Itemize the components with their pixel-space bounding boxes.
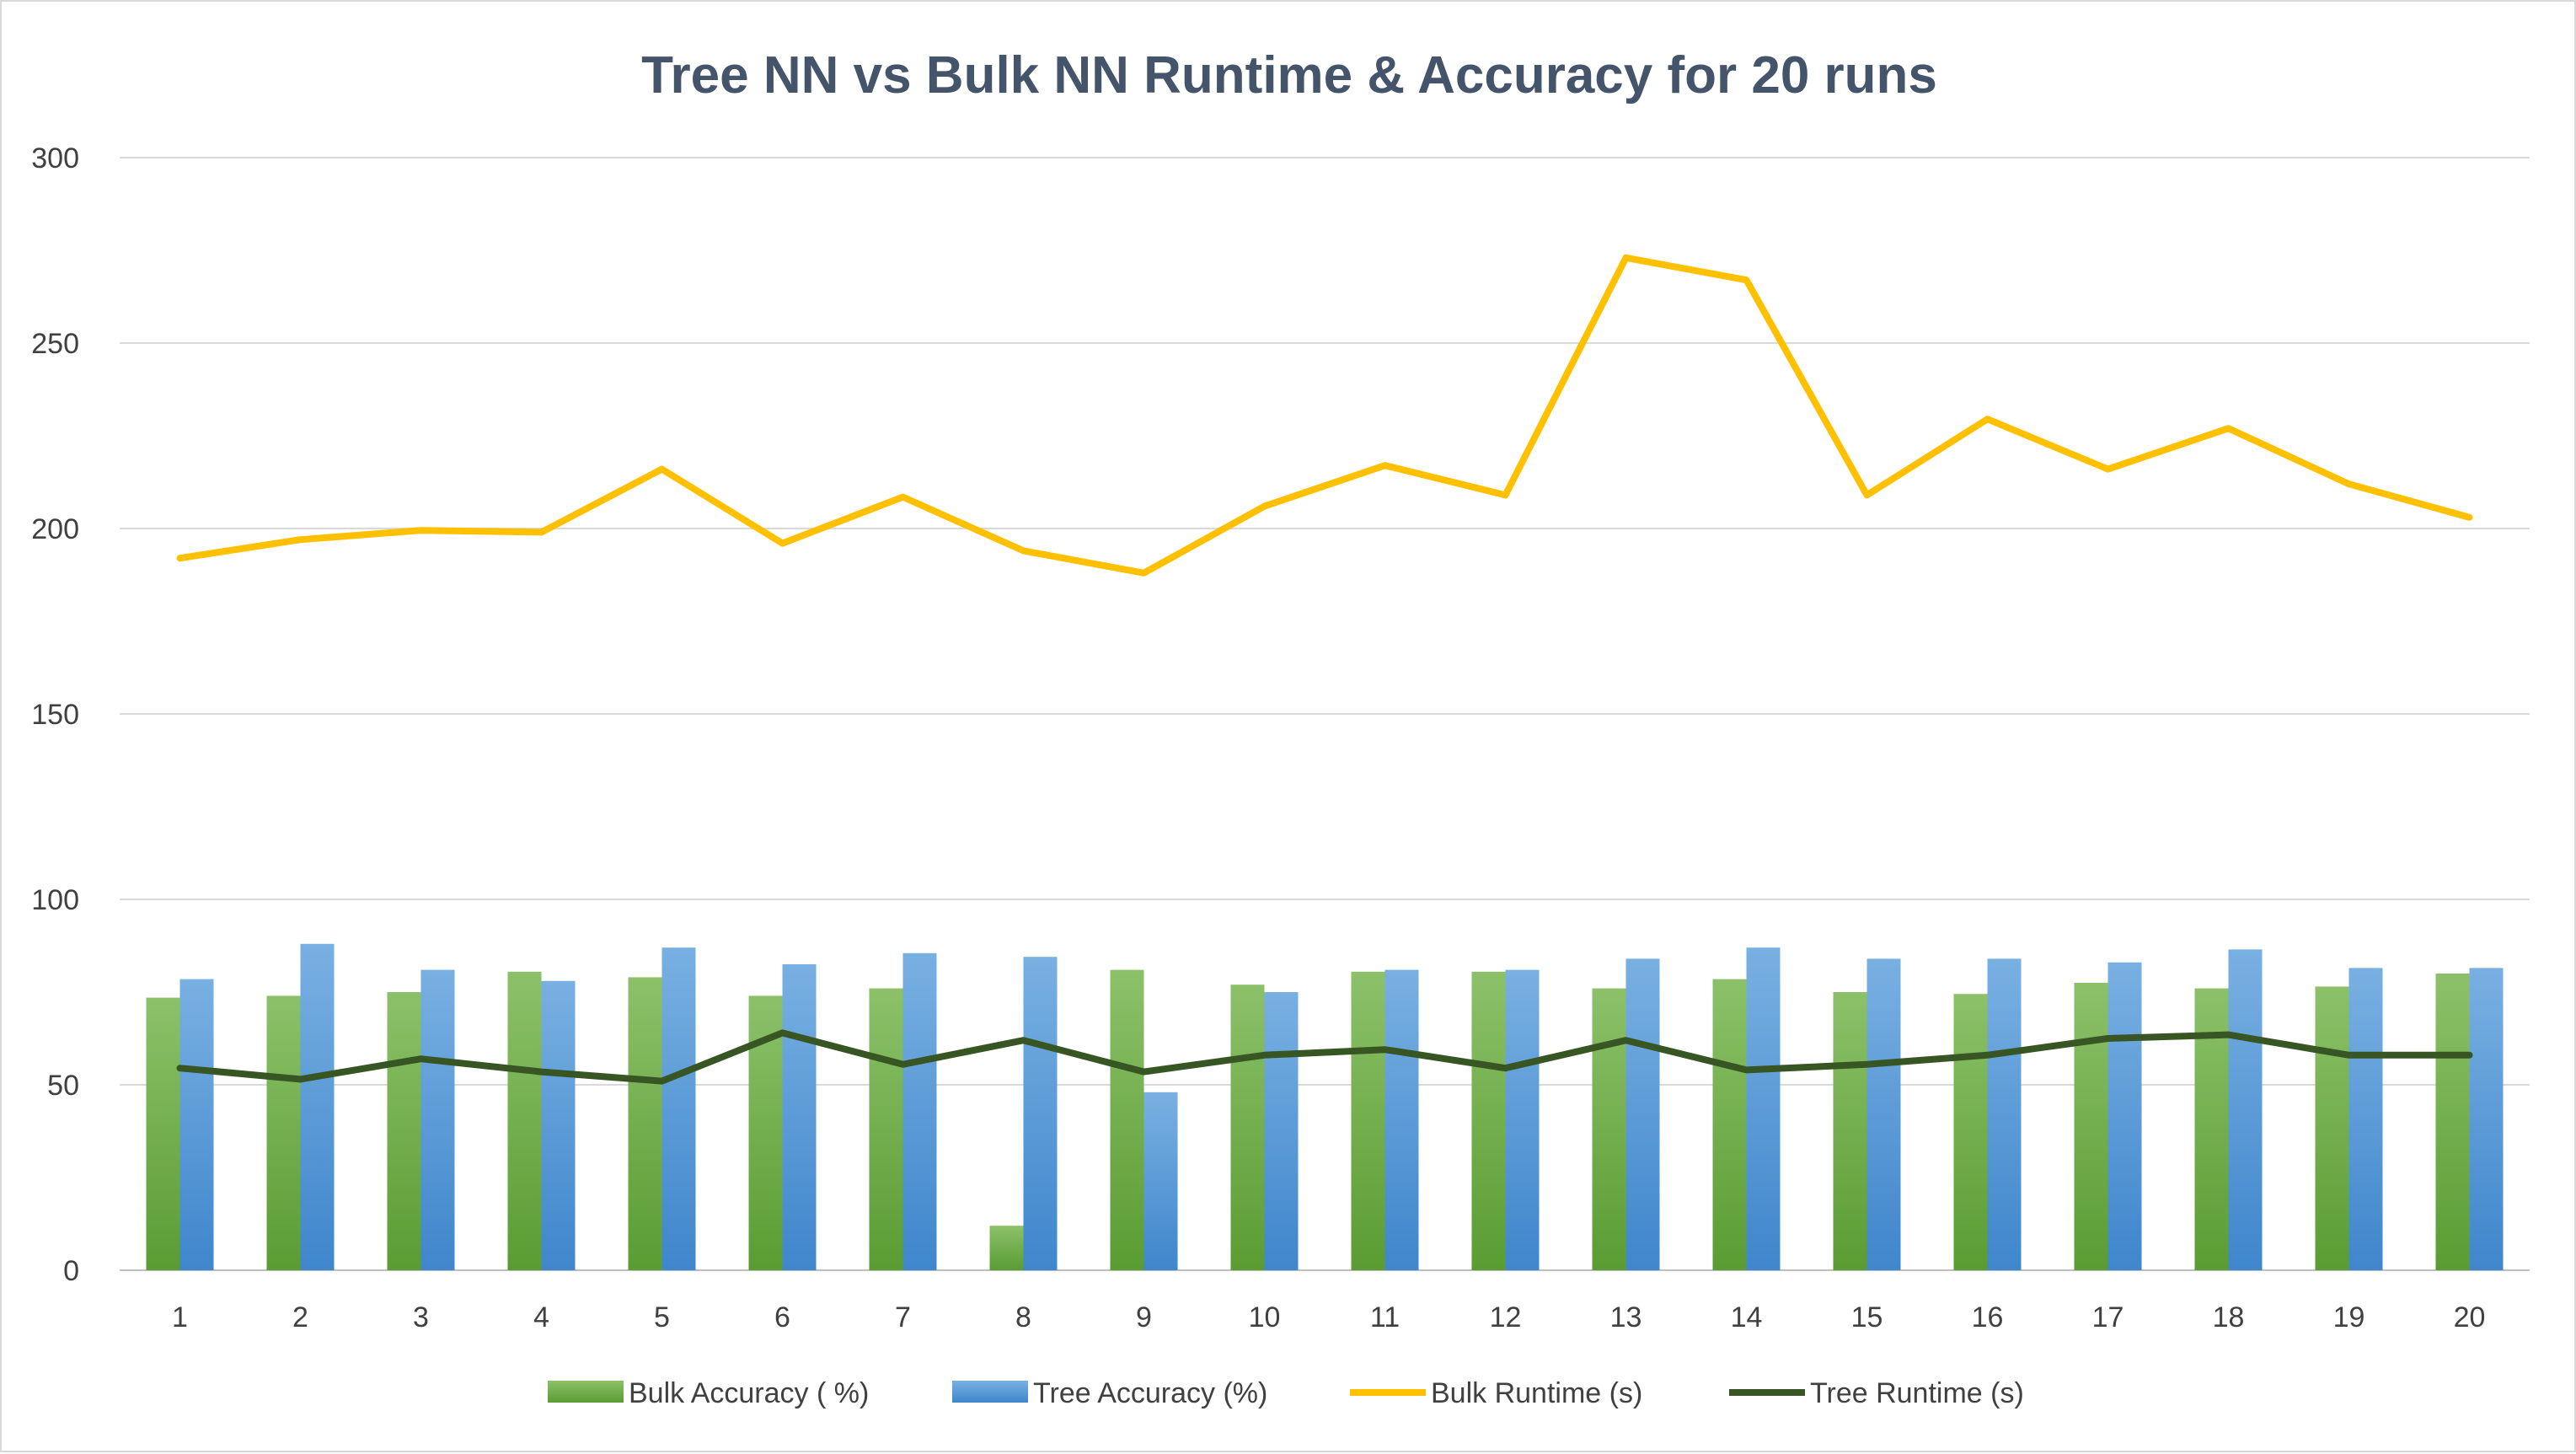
y-tick-label: 150 [31, 699, 79, 731]
tree-accuracy-bar [541, 980, 576, 1270]
bulk-accuracy-bar [1833, 992, 1867, 1270]
bulk-accuracy-bar [507, 971, 542, 1270]
tree-accuracy-bar [1505, 969, 1540, 1270]
tree-accuracy-bar [661, 947, 696, 1270]
bulk-accuracy-bar [1712, 979, 1747, 1270]
x-tick-label: 10 [1249, 1301, 1281, 1333]
bulk-accuracy-bar [1351, 971, 1385, 1270]
bulk-accuracy-bar [1230, 985, 1265, 1270]
x-tick-label: 17 [2092, 1301, 2124, 1333]
bulk-accuracy-bar [2315, 986, 2349, 1270]
tree-accuracy-bar [2348, 968, 2383, 1270]
bulk-accuracy-bar [1953, 994, 1988, 1270]
legend-swatch [548, 1381, 624, 1403]
y-tick-label: 250 [31, 328, 79, 360]
x-tick-label: 3 [413, 1301, 429, 1333]
bulk-accuracy-bar [2194, 988, 2229, 1270]
x-tick-label: 9 [1136, 1301, 1152, 1333]
tree-accuracy-bar [2228, 949, 2263, 1270]
bulk-accuracy-bar [1471, 971, 1506, 1270]
y-tick-label: 100 [31, 884, 79, 916]
tree-accuracy-bar [782, 964, 817, 1270]
bulk-accuracy-bar [869, 988, 903, 1270]
tree-accuracy-bar [1625, 958, 1660, 1270]
tree-accuracy-bar [1746, 947, 1781, 1270]
bulk-accuracy-bar [1110, 969, 1144, 1270]
bulk-accuracy-bar [2074, 983, 2108, 1270]
tree-accuracy-bar [1143, 1092, 1178, 1270]
bulk-accuracy-bar [628, 977, 662, 1270]
tree-accuracy-bar [1023, 957, 1058, 1270]
chart-title: Tree NN vs Bulk NN Runtime & Accuracy fo… [641, 46, 1937, 105]
tree-accuracy-bar [420, 969, 455, 1270]
x-tick-label: 1 [172, 1301, 188, 1333]
tree-accuracy-bar [1384, 969, 1419, 1270]
tree-accuracy-bar [179, 979, 214, 1270]
x-axis-ticks: 1 2 3 4 5 6 7 8 9 10 11 12 13 14 15 16 17 18 19 20 [172, 1301, 2485, 1333]
x-tick-label: 12 [1490, 1301, 1522, 1333]
x-tick-label: 20 [2454, 1301, 2486, 1333]
x-tick-label: 8 [1015, 1301, 1031, 1333]
x-tick-label: 11 [1370, 1301, 1400, 1333]
bulk-runtime-line [176, 254, 2473, 577]
bulk-accuracy-bar [146, 997, 180, 1270]
legend-swatch [952, 1381, 1028, 1403]
tree-accuracy-bar [1264, 992, 1299, 1270]
bars [146, 943, 2504, 1270]
tree-accuracy-bar [902, 952, 937, 1270]
bulk-accuracy-bar [989, 1226, 1024, 1270]
y-tick-label: 0 [63, 1255, 79, 1287]
x-tick-label: 4 [533, 1301, 549, 1333]
x-tick-label: 18 [2213, 1301, 2245, 1333]
bulk-accuracy-bar [266, 995, 301, 1270]
bulk-accuracy-bar [387, 992, 421, 1270]
gridlines [120, 157, 2530, 1271]
legend: Bulk Accuracy ( %) Tree Accuracy (%) Bulk … [548, 1377, 2024, 1409]
lines [176, 254, 2473, 1085]
y-tick-label: 50 [47, 1070, 79, 1102]
legend-label: Tree Accuracy (%) [1033, 1377, 1267, 1409]
x-tick-label: 7 [895, 1301, 911, 1333]
y-tick-label: 300 [31, 142, 79, 174]
x-tick-label: 2 [292, 1301, 308, 1333]
x-tick-label: 13 [1610, 1301, 1642, 1333]
tree-accuracy-bar [300, 943, 335, 1270]
legend-label: Bulk Accuracy ( %) [629, 1377, 869, 1409]
x-tick-label: 15 [1851, 1301, 1883, 1333]
x-tick-label: 5 [654, 1301, 670, 1333]
tree-accuracy-bar [2107, 962, 2142, 1270]
x-tick-label: 14 [1731, 1301, 1763, 1333]
legend-label: Tree Runtime (s) [1810, 1377, 2024, 1409]
tree-accuracy-bar [1987, 958, 2022, 1270]
tree-accuracy-bar [1866, 958, 1901, 1270]
legend-label: Bulk Runtime (s) [1431, 1377, 1642, 1409]
x-tick-label: 19 [2333, 1301, 2365, 1333]
bulk-accuracy-bar [1592, 988, 1626, 1270]
tree-runtime-line [176, 1029, 2473, 1085]
y-axis-ticks: 0 50 100 150 200 250 300 [31, 142, 79, 1287]
x-tick-label: 16 [1972, 1301, 2004, 1333]
x-tick-label: 6 [774, 1301, 790, 1333]
bulk-accuracy-bar [2435, 974, 2470, 1270]
y-tick-label: 200 [31, 513, 79, 545]
tree-accuracy-bar [2469, 968, 2504, 1270]
